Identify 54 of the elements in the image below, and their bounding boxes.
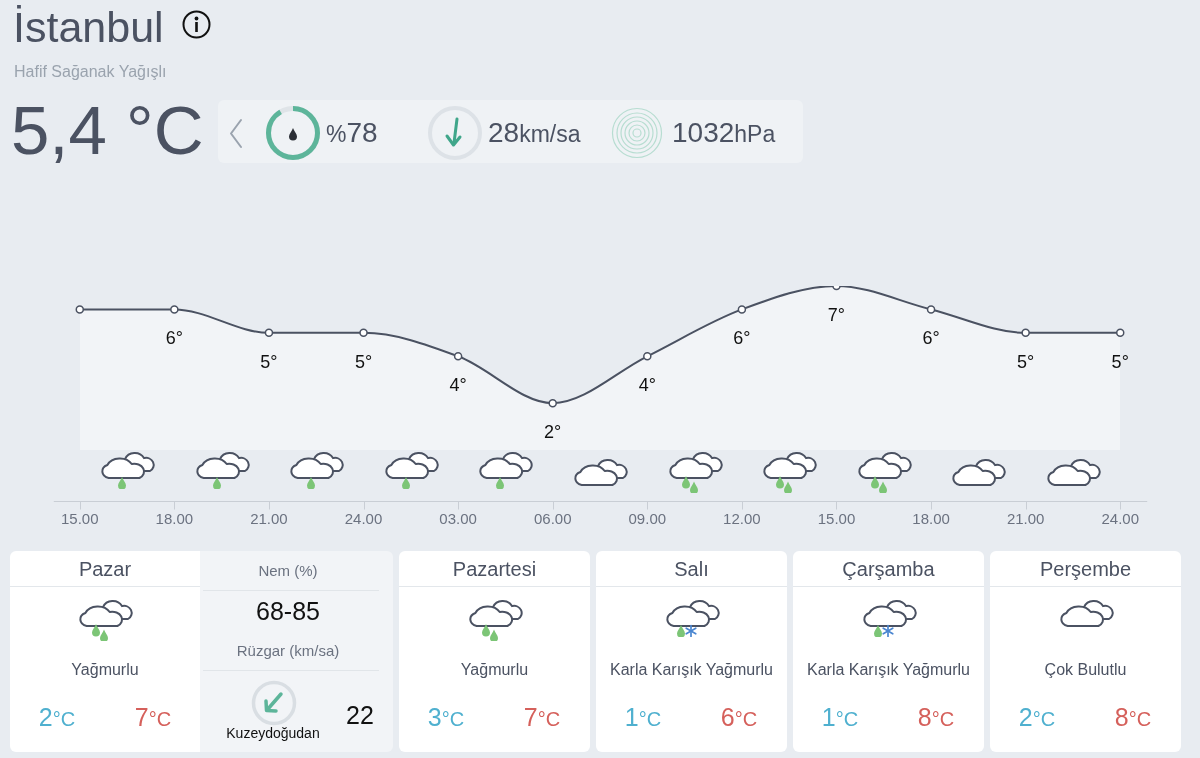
x-tick-label: 12.00 xyxy=(723,510,761,528)
x-tick-label: 18.00 xyxy=(155,510,194,528)
x-tick-label: 15.00 xyxy=(60,510,99,528)
text: Çarşamba xyxy=(842,558,935,580)
text: İstanbul xyxy=(13,3,164,51)
text: 5,4 °C xyxy=(11,92,204,169)
text: Pazar xyxy=(78,558,132,580)
text: Nem (%) xyxy=(258,562,318,579)
text: Yağmurlu xyxy=(71,660,139,678)
text: Hafif Sağanak Yağışlı xyxy=(14,62,167,80)
x-tick-label: 18.00 xyxy=(912,510,950,528)
text: Pazartesi xyxy=(452,558,537,580)
text: 3°C xyxy=(427,702,465,731)
text: Çok Bulutlu xyxy=(1044,660,1127,678)
text: Perşembe xyxy=(1039,558,1132,580)
text: 6°C xyxy=(720,702,758,731)
x-tick-label: 21.00 xyxy=(1006,510,1045,528)
data-label: 6° xyxy=(922,328,940,349)
x-tick-label: 24.00 xyxy=(1101,510,1140,528)
data-label: 6° xyxy=(165,328,183,349)
text: %78 xyxy=(326,117,378,148)
text: 68-85 xyxy=(256,596,320,625)
text: Karla Karışık Yağmurlu xyxy=(806,660,971,678)
text: 1°C xyxy=(624,702,662,731)
x-tick-label: 15.00 xyxy=(817,510,856,528)
text: 22 xyxy=(346,700,374,729)
text: Salı xyxy=(674,558,709,580)
x-tick-label: 21.00 xyxy=(250,510,288,528)
text: 1°C xyxy=(821,702,859,731)
x-tick-label: 09.00 xyxy=(628,510,667,528)
text: 7°C xyxy=(523,702,561,731)
data-label: 7° xyxy=(827,304,846,325)
data-label: 4° xyxy=(638,375,656,396)
text: 1032hPa xyxy=(672,117,776,148)
text: Kuzeydoğudan xyxy=(226,725,320,741)
data-label: 5° xyxy=(260,351,278,372)
text: Yağmurlu xyxy=(460,660,529,678)
text: 8°C xyxy=(1114,702,1152,731)
text: 28km/sa xyxy=(488,117,581,148)
data-label: 5° xyxy=(1111,351,1129,372)
x-tick-label: 03.00 xyxy=(439,510,477,528)
data-label: 5° xyxy=(354,351,373,372)
text: 2°C xyxy=(38,702,76,731)
text: 2°C xyxy=(1018,702,1056,731)
data-label: 4° xyxy=(449,375,467,396)
text: Rüzgar (km/sa) xyxy=(236,642,340,659)
text: 7°C xyxy=(134,702,172,731)
text: Karla Karışık Yağmurlu xyxy=(609,660,774,678)
data-label: 5° xyxy=(1017,351,1035,372)
data-label: 6° xyxy=(733,328,751,349)
x-tick-label: 24.00 xyxy=(344,510,383,528)
data-label: 2° xyxy=(544,422,562,443)
text: 8°C xyxy=(917,702,955,731)
x-tick-label: 06.00 xyxy=(533,510,572,528)
